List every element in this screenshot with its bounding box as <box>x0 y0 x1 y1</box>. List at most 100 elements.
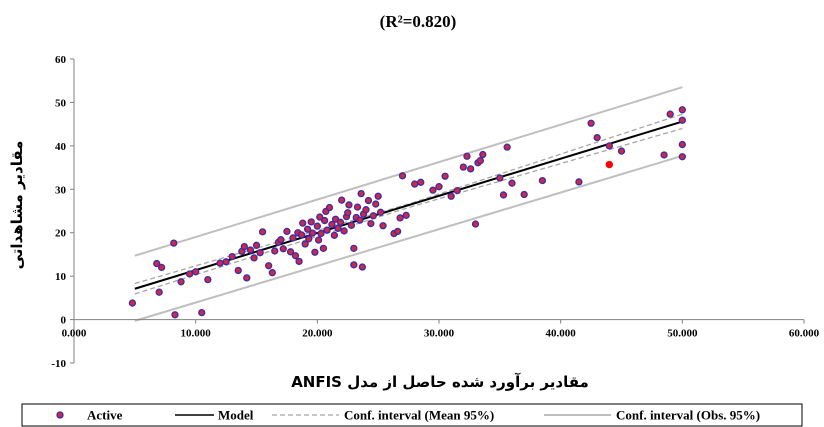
obs-ci-upper-line <box>134 86 683 257</box>
data-point <box>185 270 194 278</box>
data-point <box>286 248 295 256</box>
data-point <box>307 218 315 226</box>
obs-ci-lower-line <box>134 154 683 322</box>
data-point <box>398 172 407 180</box>
data-point <box>367 219 375 228</box>
x-tick-label: 0.000 <box>62 328 87 340</box>
y-tick-label: 40 <box>55 141 67 153</box>
mean-confidence-band <box>134 113 683 295</box>
data-point <box>350 244 358 252</box>
data-point <box>313 222 321 230</box>
data-point <box>453 186 461 195</box>
data-point <box>305 235 313 243</box>
data-point <box>316 213 324 221</box>
data-point <box>496 174 504 182</box>
chart-title: (R²=0.820) <box>380 12 457 31</box>
data-point <box>277 236 285 244</box>
data-point <box>396 214 404 222</box>
legend-label: Conf. interval (Obs. 95%) <box>616 408 760 423</box>
data-point <box>216 259 224 267</box>
data-point <box>314 236 323 244</box>
data-point <box>466 165 475 173</box>
x-tick-label: 50.000 <box>667 328 698 340</box>
data-point <box>520 190 528 199</box>
data-point <box>323 226 331 234</box>
data-point <box>379 222 387 230</box>
x-tick-label: 30.000 <box>424 328 455 340</box>
data-point <box>250 254 258 262</box>
data-point <box>459 163 467 171</box>
data-point <box>258 228 267 236</box>
legend-marker-active <box>56 411 64 419</box>
obs-confidence-band <box>134 86 683 322</box>
data-point <box>350 261 358 269</box>
data-point <box>678 106 686 114</box>
y-axis-label: مقادیر مشاهداتی <box>8 141 26 270</box>
data-point <box>334 224 342 233</box>
data-point <box>508 179 516 187</box>
data-point <box>660 151 668 159</box>
legend-label: Conf. interval (Mean 95%) <box>344 408 494 423</box>
highlight-point <box>605 160 614 169</box>
data-point <box>587 119 595 127</box>
y-tick-label: 0 <box>61 315 67 327</box>
data-point <box>347 221 356 229</box>
data-point <box>222 258 230 266</box>
data-point <box>435 183 443 191</box>
data-point <box>325 203 334 212</box>
data-point <box>192 268 200 276</box>
data-point <box>320 216 329 225</box>
data-point <box>356 216 364 224</box>
data-point <box>353 203 362 211</box>
data-point <box>666 110 674 118</box>
data-point <box>283 227 291 236</box>
data-point <box>376 208 385 216</box>
legend-label: Active <box>87 408 123 423</box>
data-point <box>678 140 686 149</box>
data-point <box>463 152 471 160</box>
data-point <box>234 266 242 275</box>
data-point <box>291 252 300 260</box>
legend-box <box>21 403 803 427</box>
data-point <box>271 247 279 255</box>
data-point <box>198 308 206 317</box>
data-point <box>311 248 319 256</box>
data-point <box>308 229 317 237</box>
data-point <box>279 245 287 253</box>
data-point <box>204 275 212 284</box>
data-point <box>155 288 163 296</box>
x-axis-ticks: 0.000 10.000 20.000 30.000 40.000 50.000 60.00… <box>62 319 820 340</box>
data-point <box>417 178 425 186</box>
data-point <box>402 211 410 219</box>
data-point <box>243 274 251 282</box>
data-point <box>170 239 178 247</box>
data-point <box>362 206 370 214</box>
data-point <box>678 153 686 161</box>
data-point <box>503 143 511 151</box>
data-point <box>345 201 353 209</box>
data-point <box>240 242 248 251</box>
data-point <box>171 311 179 319</box>
data-point <box>338 196 346 204</box>
data-point <box>617 147 626 155</box>
data-point <box>153 259 161 268</box>
data-point <box>252 241 261 249</box>
data-point <box>297 231 306 239</box>
data-point <box>256 249 264 257</box>
data-point <box>678 116 686 124</box>
y-axis-ticks: -10 0 10 20 30 40 50 60 <box>51 54 74 370</box>
data-point <box>364 196 373 205</box>
data-point <box>265 262 273 270</box>
data-point <box>411 180 419 188</box>
data-point <box>374 192 382 200</box>
data-point <box>177 278 185 286</box>
data-point <box>358 263 367 271</box>
x-tick-label: 10.000 <box>181 328 212 340</box>
x-tick-label: 40.000 <box>546 328 577 340</box>
data-point <box>328 220 336 229</box>
data-point <box>336 218 345 226</box>
legend-label: Model <box>218 408 254 423</box>
data-point <box>429 186 437 194</box>
data-point <box>295 257 303 266</box>
data-point <box>441 172 449 180</box>
